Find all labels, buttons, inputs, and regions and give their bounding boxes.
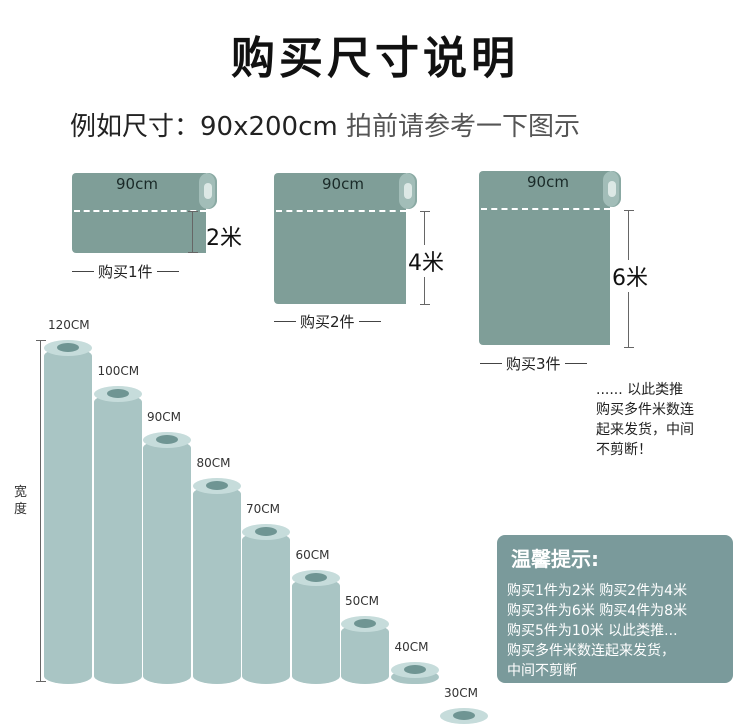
width-roll: [192, 478, 241, 684]
roll-width-label: 90cm: [322, 175, 364, 193]
tip-line: 购买多件米数连起来发货，: [507, 643, 675, 659]
reference-hint: 拍前请参考一下图示: [346, 112, 581, 142]
width-roll-label: 90CM: [147, 410, 182, 424]
roll-length-label: 6米: [612, 260, 648, 292]
width-roll: [143, 432, 191, 684]
width-roll-label: 60CM: [295, 548, 330, 562]
note-line: 起来发货，中间: [596, 422, 694, 438]
roll-width-label: 90cm: [116, 175, 158, 193]
roll-width-label: 90cm: [527, 173, 569, 191]
tip-line: 购买5件为10米 以此类推...: [507, 623, 678, 639]
width-axis: [36, 340, 46, 682]
roll-length-label: 2米: [206, 220, 242, 252]
width-roll: [242, 524, 290, 684]
width-roll-label: 30CM: [444, 686, 479, 700]
example-roll-3: 90cm: [479, 171, 621, 345]
width-roll-label: 100CM: [97, 364, 140, 378]
example-roll-2: 90cm: [274, 173, 417, 304]
note-line: 以此类推: [627, 382, 684, 398]
note-line: 购买多件米数连: [596, 402, 694, 418]
tip-line: 购买1件为2米 购买2件为4米: [507, 583, 688, 599]
example-roll-1: 90cm: [72, 173, 217, 253]
page-title: 购买尺寸说明: [231, 33, 519, 84]
width-roll: [341, 616, 389, 684]
size-example-text: 例如尺寸：90x200cm: [70, 112, 338, 142]
width-roll: [93, 386, 142, 684]
note-line: 不剪断！: [596, 442, 652, 458]
size-example: 例如尺寸：90x200cm 拍前请参考一下图示: [70, 106, 580, 143]
length-measure: [188, 211, 198, 253]
width-roll: [44, 340, 92, 684]
tip-box: 温馨提示: 购买1件为2米 购买2件为4米 购买3件为6米 购买4件为8米 购买…: [497, 535, 733, 683]
tip-line: 购买3件为6米 购买4件为8米: [507, 603, 688, 619]
width-roll-label: 50CM: [345, 594, 380, 608]
tip-title: 温馨提示:: [511, 547, 599, 571]
continuous-ship-note: ...... 以此类推 购买多件米数连 起来发货，中间 不剪断！: [596, 380, 736, 460]
width-axis-label: 宽度: [14, 485, 28, 517]
width-roll-label: 80CM: [196, 456, 231, 470]
note-dots: ......: [596, 382, 623, 398]
width-roll-label: 120CM: [48, 318, 90, 332]
width-roll: [390, 662, 439, 684]
width-roll: [291, 570, 340, 684]
buy-qty-label: 购买3件: [476, 353, 591, 374]
width-roll-label: 70CM: [246, 502, 281, 516]
roll-length-label: 4米: [408, 245, 444, 277]
tip-line: 中间不剪断: [507, 663, 577, 679]
width-roll-label: 40CM: [394, 640, 429, 654]
buy-qty-label: 购买1件: [68, 261, 183, 282]
buy-qty-label: 购买2件: [270, 311, 385, 332]
